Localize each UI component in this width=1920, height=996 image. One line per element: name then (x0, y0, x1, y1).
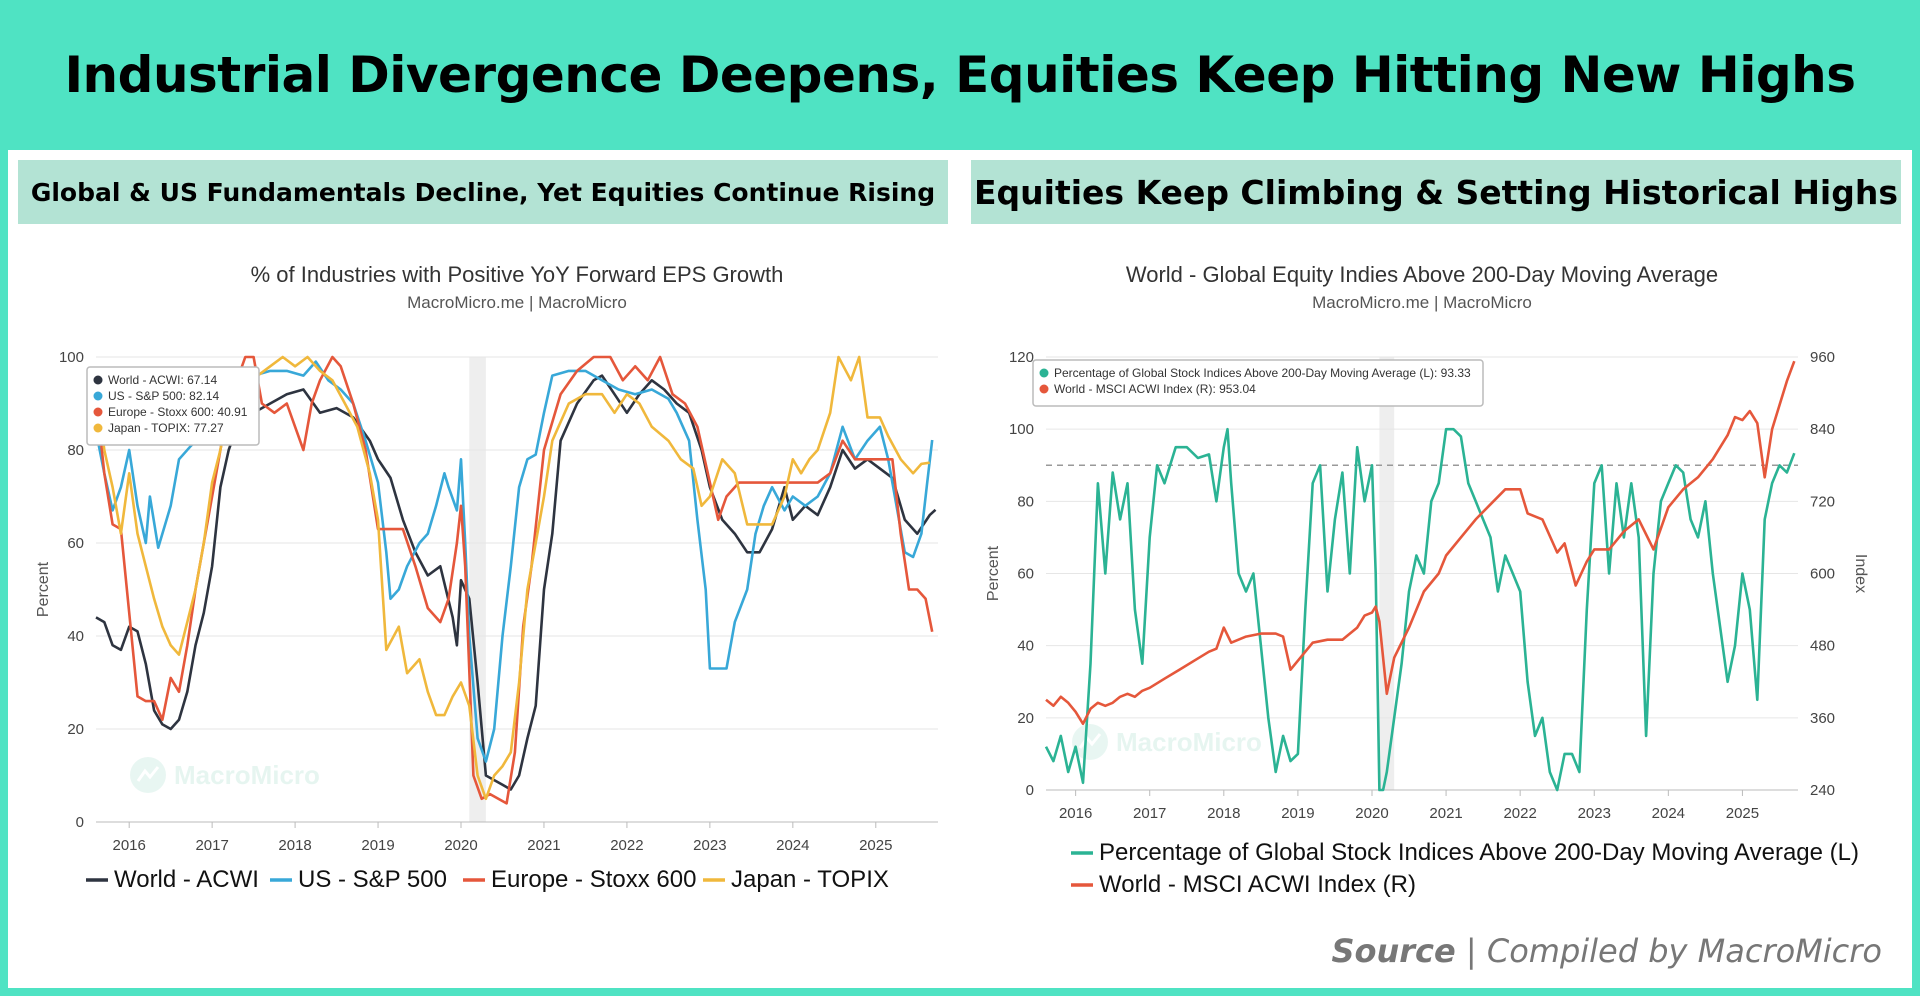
y-tick-label: 60 (67, 535, 84, 552)
series-line-percentage-of-global-stock-indices-above-200-day-moving-average-l (1044, 427, 1796, 792)
y-tick-label: 60 (1017, 566, 1034, 583)
x-tick-label: 2018 (1207, 805, 1240, 822)
x-tick-label: 2021 (527, 837, 560, 854)
chart-title: % of Industries with Positive YoY Forwar… (251, 262, 784, 287)
x-tick-label: 2018 (278, 837, 311, 854)
x-tick-label: 2017 (1133, 805, 1166, 822)
source-label: Source (1331, 932, 1456, 970)
y-right-tick-label: 360 (1810, 710, 1835, 727)
y-right-tick-label: 240 (1810, 782, 1835, 799)
y-right-tick-label: 480 (1810, 638, 1835, 655)
y-axis-label: Percent (35, 561, 52, 617)
y-tick-label: 20 (67, 721, 84, 738)
x-tick-label: 2016 (1059, 805, 1092, 822)
x-tick-label: 2019 (361, 837, 394, 854)
tooltip-text: World - ACWI: 67.14 (108, 373, 217, 387)
y-right-axis-label: Index (1852, 554, 1869, 593)
watermark: MacroMicro (1072, 724, 1262, 760)
x-tick-label: 2020 (444, 837, 477, 854)
y-tick-label: 100 (1009, 421, 1034, 438)
tooltip-marker (1039, 368, 1049, 378)
x-tick-label: 2016 (112, 837, 145, 854)
legend-item-percentage-of-global-stock-indices-above-200-day-moving-average-l: Percentage of Global Stock Indices Above… (1071, 839, 1859, 866)
watermark-logo-mark (1078, 733, 1102, 749)
tooltip-marker (1039, 384, 1049, 394)
watermark-logo-icon (1072, 724, 1108, 760)
source-text: Compiled by MacroMicro (1486, 932, 1882, 970)
tooltip-text: US - S&P 500: 82.14 (108, 389, 220, 403)
chart-subtitle: MacroMicro.me | MacroMicro (407, 293, 627, 312)
y-tick-label: 20 (1017, 710, 1034, 727)
y-tick-label: 0 (1026, 782, 1034, 799)
tooltip-marker (93, 391, 103, 401)
series-line-japan-topix (94, 355, 930, 801)
y-tick-label: 0 (76, 814, 84, 831)
x-tick-label: 2023 (1578, 805, 1611, 822)
x-tick-label: 2021 (1429, 805, 1462, 822)
legend-item-europe-stoxx-600: Europe - Stoxx 600 (463, 866, 696, 893)
x-tick-label: 2023 (693, 837, 726, 854)
tooltip-text: Percentage of Global Stock Indices Above… (1054, 366, 1471, 380)
y-axis-label: Percent (985, 545, 1002, 601)
legend-item-japan-topix: Japan - TOPIX (703, 866, 889, 893)
watermark-logo-icon (130, 757, 166, 793)
legend-label: Japan - TOPIX (731, 866, 889, 893)
chart-subtitle: MacroMicro.me | MacroMicro (1312, 293, 1532, 312)
legend-item-us-s-p-500: US - S&P 500 (270, 866, 447, 893)
legend-item-world-acwi: World - ACWI (86, 866, 259, 893)
source-separator: | (1465, 932, 1477, 970)
legend-label: US - S&P 500 (298, 866, 447, 893)
right-panel-header: Equities Keep Climbing & Setting Histori… (971, 160, 1901, 224)
tooltip-marker (93, 375, 103, 385)
y-tick-label: 80 (1017, 493, 1034, 510)
legend-label: World - MSCI ACWI Index (R) (1099, 871, 1416, 898)
y-tick-label: 40 (1017, 638, 1034, 655)
legend-label: World - ACWI (114, 866, 259, 893)
y-tick-label: 40 (67, 628, 84, 645)
y-right-tick-label: 840 (1810, 421, 1835, 438)
y-tick-label: 80 (67, 442, 84, 459)
left-panel-header: Global & US Fundamentals Decline, Yet Eq… (18, 160, 948, 224)
watermark-text: MacroMicro (1116, 727, 1262, 757)
tooltip-marker (93, 423, 103, 433)
tooltip-box (1032, 359, 1484, 407)
legend-label: Europe - Stoxx 600 (491, 866, 696, 893)
x-tick-label: 2020 (1355, 805, 1388, 822)
x-tick-label: 2024 (1652, 805, 1685, 822)
legend-label: Percentage of Global Stock Indices Above… (1099, 839, 1859, 866)
x-tick-label: 2025 (859, 837, 892, 854)
tooltip: World - ACWI: 67.14 US - S&P 500: 82.14 Eu… (86, 366, 260, 446)
moving-average-chart: World - Global Equity Indies Above 200-D… (985, 262, 1869, 898)
tooltip-marker (93, 407, 103, 417)
series-line-world-msci-acwi-index-r (1045, 360, 1796, 726)
watermark: MacroMicro (130, 757, 320, 793)
tooltip: Percentage of Global Stock Indices Above… (1032, 359, 1484, 407)
y-right-tick-label: 960 (1810, 349, 1835, 366)
x-tick-label: 2025 (1726, 805, 1759, 822)
recession-band (469, 357, 486, 822)
x-tick-label: 2022 (610, 837, 643, 854)
x-tick-label: 2022 (1503, 805, 1536, 822)
watermark-logo-mark (136, 766, 160, 782)
y-tick-label: 120 (1009, 349, 1034, 366)
y-right-tick-label: 600 (1810, 566, 1835, 583)
tooltip-text: Europe - Stoxx 600: 40.91 (108, 405, 248, 419)
x-tick-label: 2017 (195, 837, 228, 854)
tooltip-box (86, 366, 260, 446)
x-tick-label: 2024 (776, 837, 809, 854)
tooltip-text: Japan - TOPIX: 77.27 (108, 421, 224, 435)
chart-title: World - Global Equity Indies Above 200-D… (1126, 262, 1718, 287)
y-right-tick-label: 720 (1810, 493, 1835, 510)
eps-growth-chart: % of Industries with Positive YoY Forwar… (35, 262, 938, 893)
content-area: Global & US Fundamentals Decline, Yet Eq… (8, 150, 1912, 988)
x-tick-label: 2019 (1281, 805, 1314, 822)
watermark-text: MacroMicro (174, 760, 320, 790)
y-tick-label: 100 (59, 349, 84, 366)
source-note: Source | Compiled by MacroMicro (1331, 932, 1882, 970)
tooltip-text: World - MSCI ACWI Index (R): 953.04 (1054, 382, 1256, 396)
page-title: Industrial Divergence Deepens, Equities … (64, 46, 1856, 104)
legend-item-world-msci-acwi-index-r: World - MSCI ACWI Index (R) (1071, 871, 1416, 898)
